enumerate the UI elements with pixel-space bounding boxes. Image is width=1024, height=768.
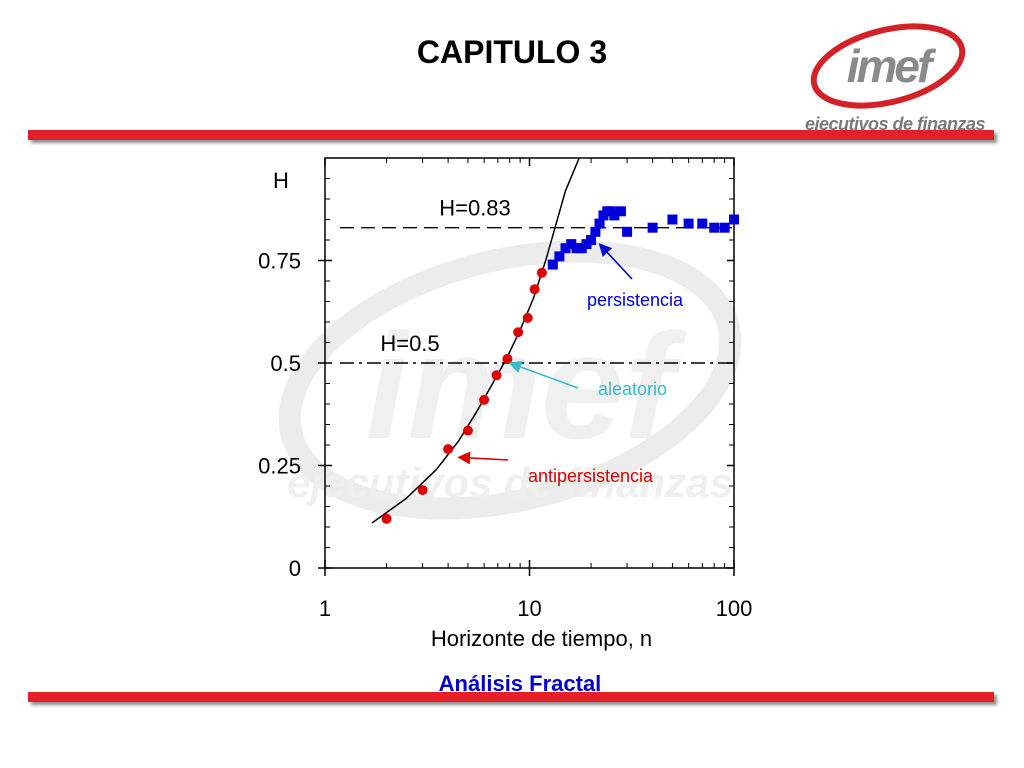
x-axis-label: Horizonte de tiempo, n (431, 626, 652, 651)
y-tick-label: 0.25 (258, 454, 301, 479)
data-point-circle (502, 353, 513, 364)
data-point-square (594, 218, 605, 229)
data-point-circle (536, 267, 547, 278)
data-point-circle (443, 444, 454, 455)
data-point-circle (529, 284, 540, 295)
data-point-square (622, 226, 633, 237)
data-point-square (667, 214, 678, 225)
data-point-circle (479, 394, 490, 405)
annotation-arrow (508, 360, 579, 389)
top-divider-bar (28, 130, 994, 140)
logo-tagline: ejecutivos de finanzas (804, 114, 986, 134)
data-points (381, 206, 739, 524)
slide-title: CAPITULO 3 (416, 34, 608, 70)
data-point-square (554, 251, 565, 262)
annotation-label: antipersistencia (528, 466, 654, 486)
data-point-circle (491, 370, 502, 381)
data-point-circle (417, 485, 428, 496)
annotation-arrow (457, 451, 509, 465)
logo-ring-icon (810, 23, 966, 109)
x-tick-label: 100 (716, 596, 753, 621)
data-point-circle (522, 312, 533, 323)
data-point-square (683, 218, 694, 229)
bottom-divider-bar (28, 692, 994, 702)
logo-word: imef (846, 40, 933, 92)
data-point-square (560, 243, 571, 254)
data-point-circle (462, 425, 473, 436)
data-point-square (586, 235, 597, 245)
chart-axes: 0 0.25 0.5 0.75 1 10 100 Horizonte de tiempo, n… (258, 157, 753, 651)
y-tick-label: 0.75 (258, 249, 301, 274)
annotations: persistencia aleatorio antipersistencia (457, 243, 684, 486)
annotation-label: persistencia (587, 290, 684, 310)
data-point-square (615, 206, 626, 217)
data-point-square (566, 239, 577, 250)
annotation-label: aleatorio (598, 379, 667, 399)
x-tick-label: 1 (319, 596, 331, 621)
imef-logo: imef ejecutivos de finanzas (800, 20, 990, 134)
data-point-square (697, 218, 708, 229)
data-point-circle (381, 513, 392, 524)
y-tick-label: 0 (289, 556, 301, 581)
y-axis-label: H (273, 168, 289, 193)
annotation-arrow (598, 243, 633, 280)
x-tick-label: 10 (517, 596, 541, 621)
data-point-square (547, 259, 558, 270)
reference-line-label: H=0.5 (380, 331, 439, 356)
data-point-square (729, 214, 739, 225)
footer-label: Análisis Fractal (438, 671, 602, 696)
data-point-square (647, 222, 658, 233)
data-point-square (609, 210, 620, 221)
reference-lines: H=0.83 H=0.5 (340, 196, 734, 364)
data-point-square (719, 222, 730, 233)
data-point-square (590, 226, 601, 237)
data-point-square (571, 243, 582, 254)
data-point-square (709, 222, 720, 233)
y-tick-label: 0.5 (270, 351, 301, 376)
data-point-circle (513, 327, 524, 338)
reference-line-label: H=0.83 (439, 196, 511, 221)
